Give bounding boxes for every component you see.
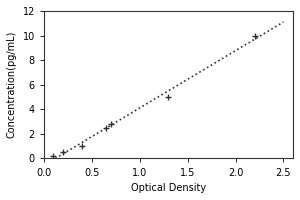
- X-axis label: Optical Density: Optical Density: [131, 183, 206, 193]
- Y-axis label: Concentration(pg/mL): Concentration(pg/mL): [7, 31, 17, 138]
